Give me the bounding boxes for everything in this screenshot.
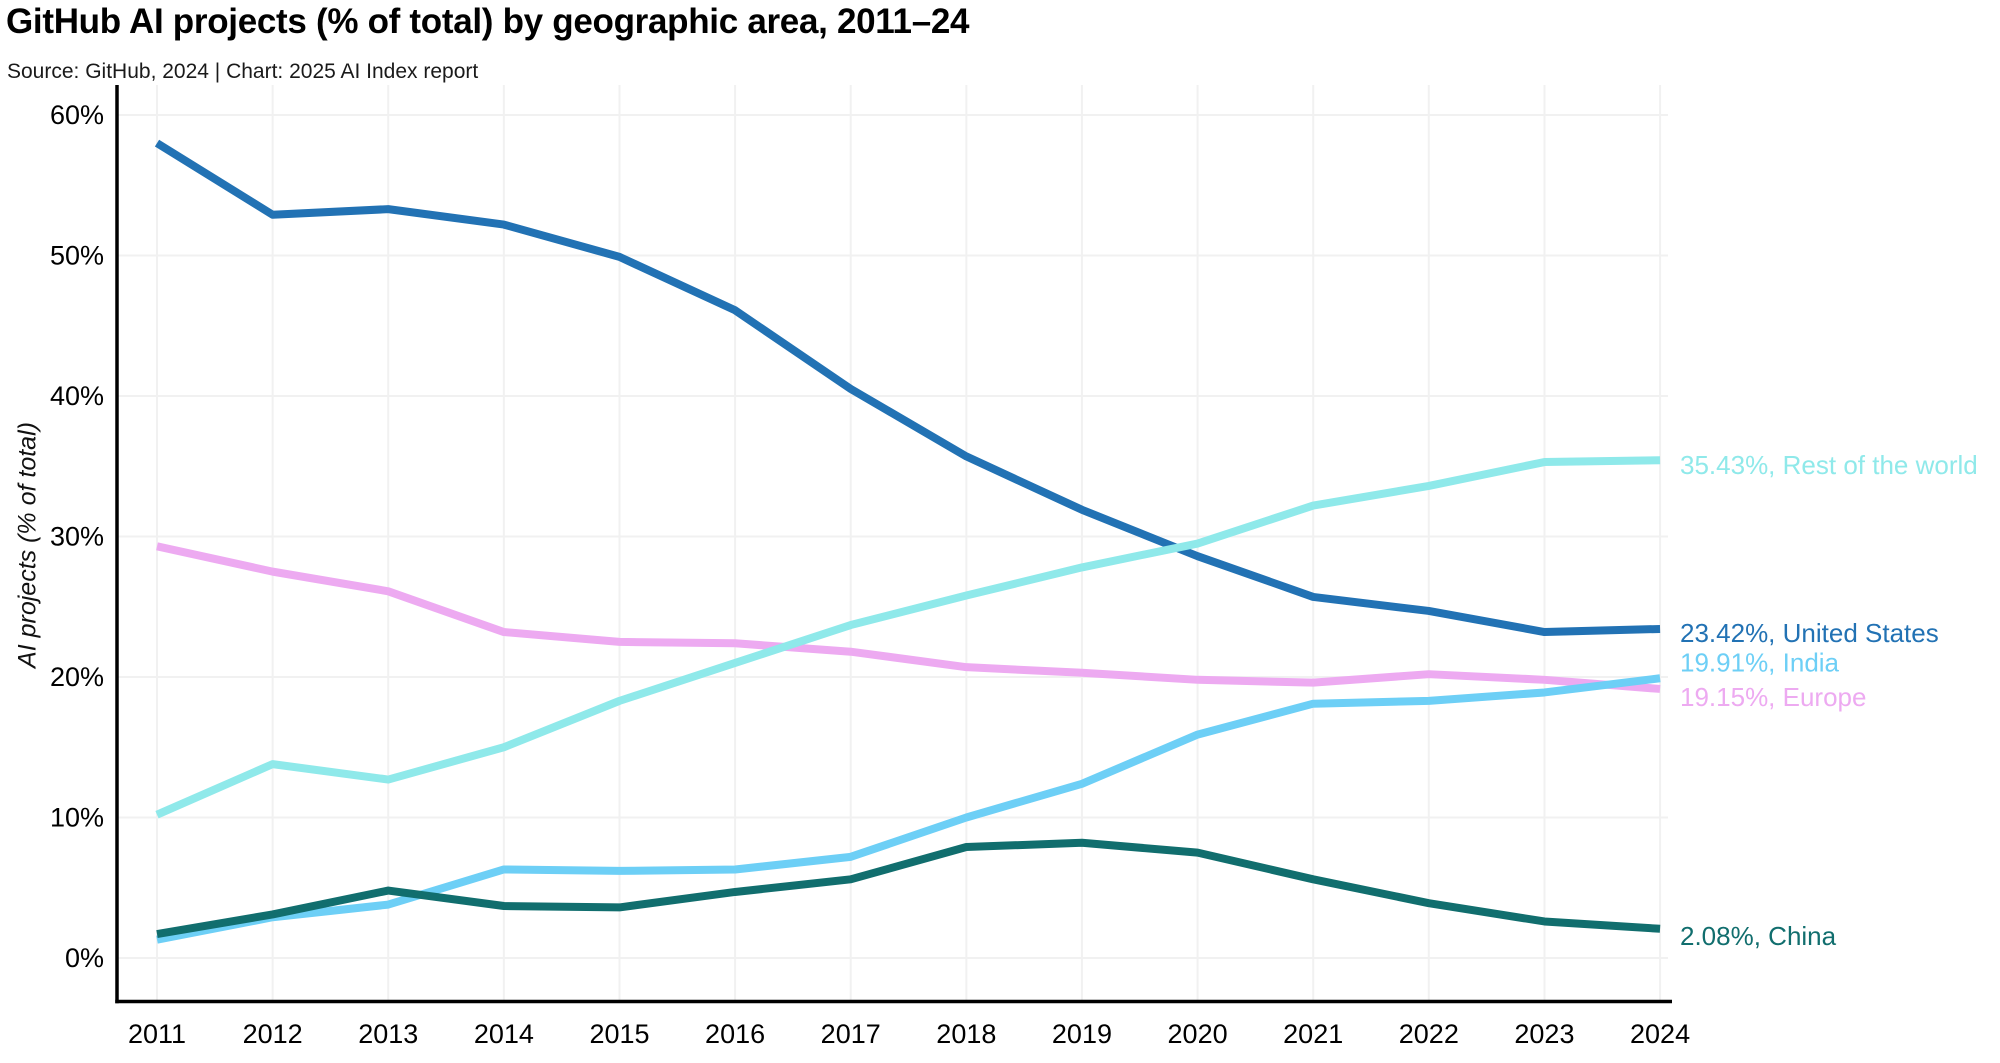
series-end-label-europe: 19.15%, Europe	[1680, 682, 1866, 712]
x-tick-label: 2015	[589, 1019, 649, 1049]
x-tick-label: 2011	[128, 1019, 186, 1049]
series-line-united-states	[154, 139, 1661, 637]
y-tick-label: 0%	[65, 943, 104, 973]
y-tick-label: 30%	[50, 522, 104, 552]
y-tick-label: 60%	[50, 100, 104, 130]
x-tick-label: 2022	[1399, 1019, 1459, 1049]
series-end-label-rest-of-the-world: 35.43%, Rest of the world	[1680, 450, 1978, 480]
x-tick-label: 2024	[1630, 1019, 1690, 1049]
y-tick-label: 50%	[50, 241, 104, 271]
series-end-label-india: 19.91%, India	[1680, 647, 1840, 677]
x-tick-label: 2018	[936, 1019, 996, 1049]
y-tick-label: 40%	[50, 381, 104, 411]
chart-title: GitHub AI projects (% of total) by geogr…	[6, 2, 970, 41]
series-line-rest-of-the-world	[155, 456, 1661, 819]
series-end-label-united-states: 23.42%, United States	[1680, 618, 1939, 648]
x-tick-label: 2019	[1052, 1019, 1112, 1049]
x-tick-label: 2016	[705, 1019, 765, 1049]
series-line-india	[156, 674, 1661, 944]
x-tick-label: 2021	[1283, 1019, 1343, 1049]
series-line-europe	[156, 542, 1661, 693]
x-tick-label: 2023	[1514, 1019, 1574, 1049]
x-tick-label: 2012	[243, 1019, 303, 1049]
y-tick-label: 10%	[50, 803, 104, 833]
series-end-label-china: 2.08%, China	[1680, 921, 1837, 951]
x-tick-label: 2020	[1168, 1019, 1228, 1049]
y-tick-label: 20%	[50, 662, 104, 692]
chart-subtitle: Source: GitHub, 2024 | Chart: 2025 AI In…	[7, 60, 479, 83]
x-tick-label: 2014	[474, 1019, 534, 1049]
x-tick-label: 2013	[358, 1019, 418, 1049]
series-line-china	[156, 838, 1661, 939]
x-tick-label: 2017	[821, 1019, 881, 1049]
